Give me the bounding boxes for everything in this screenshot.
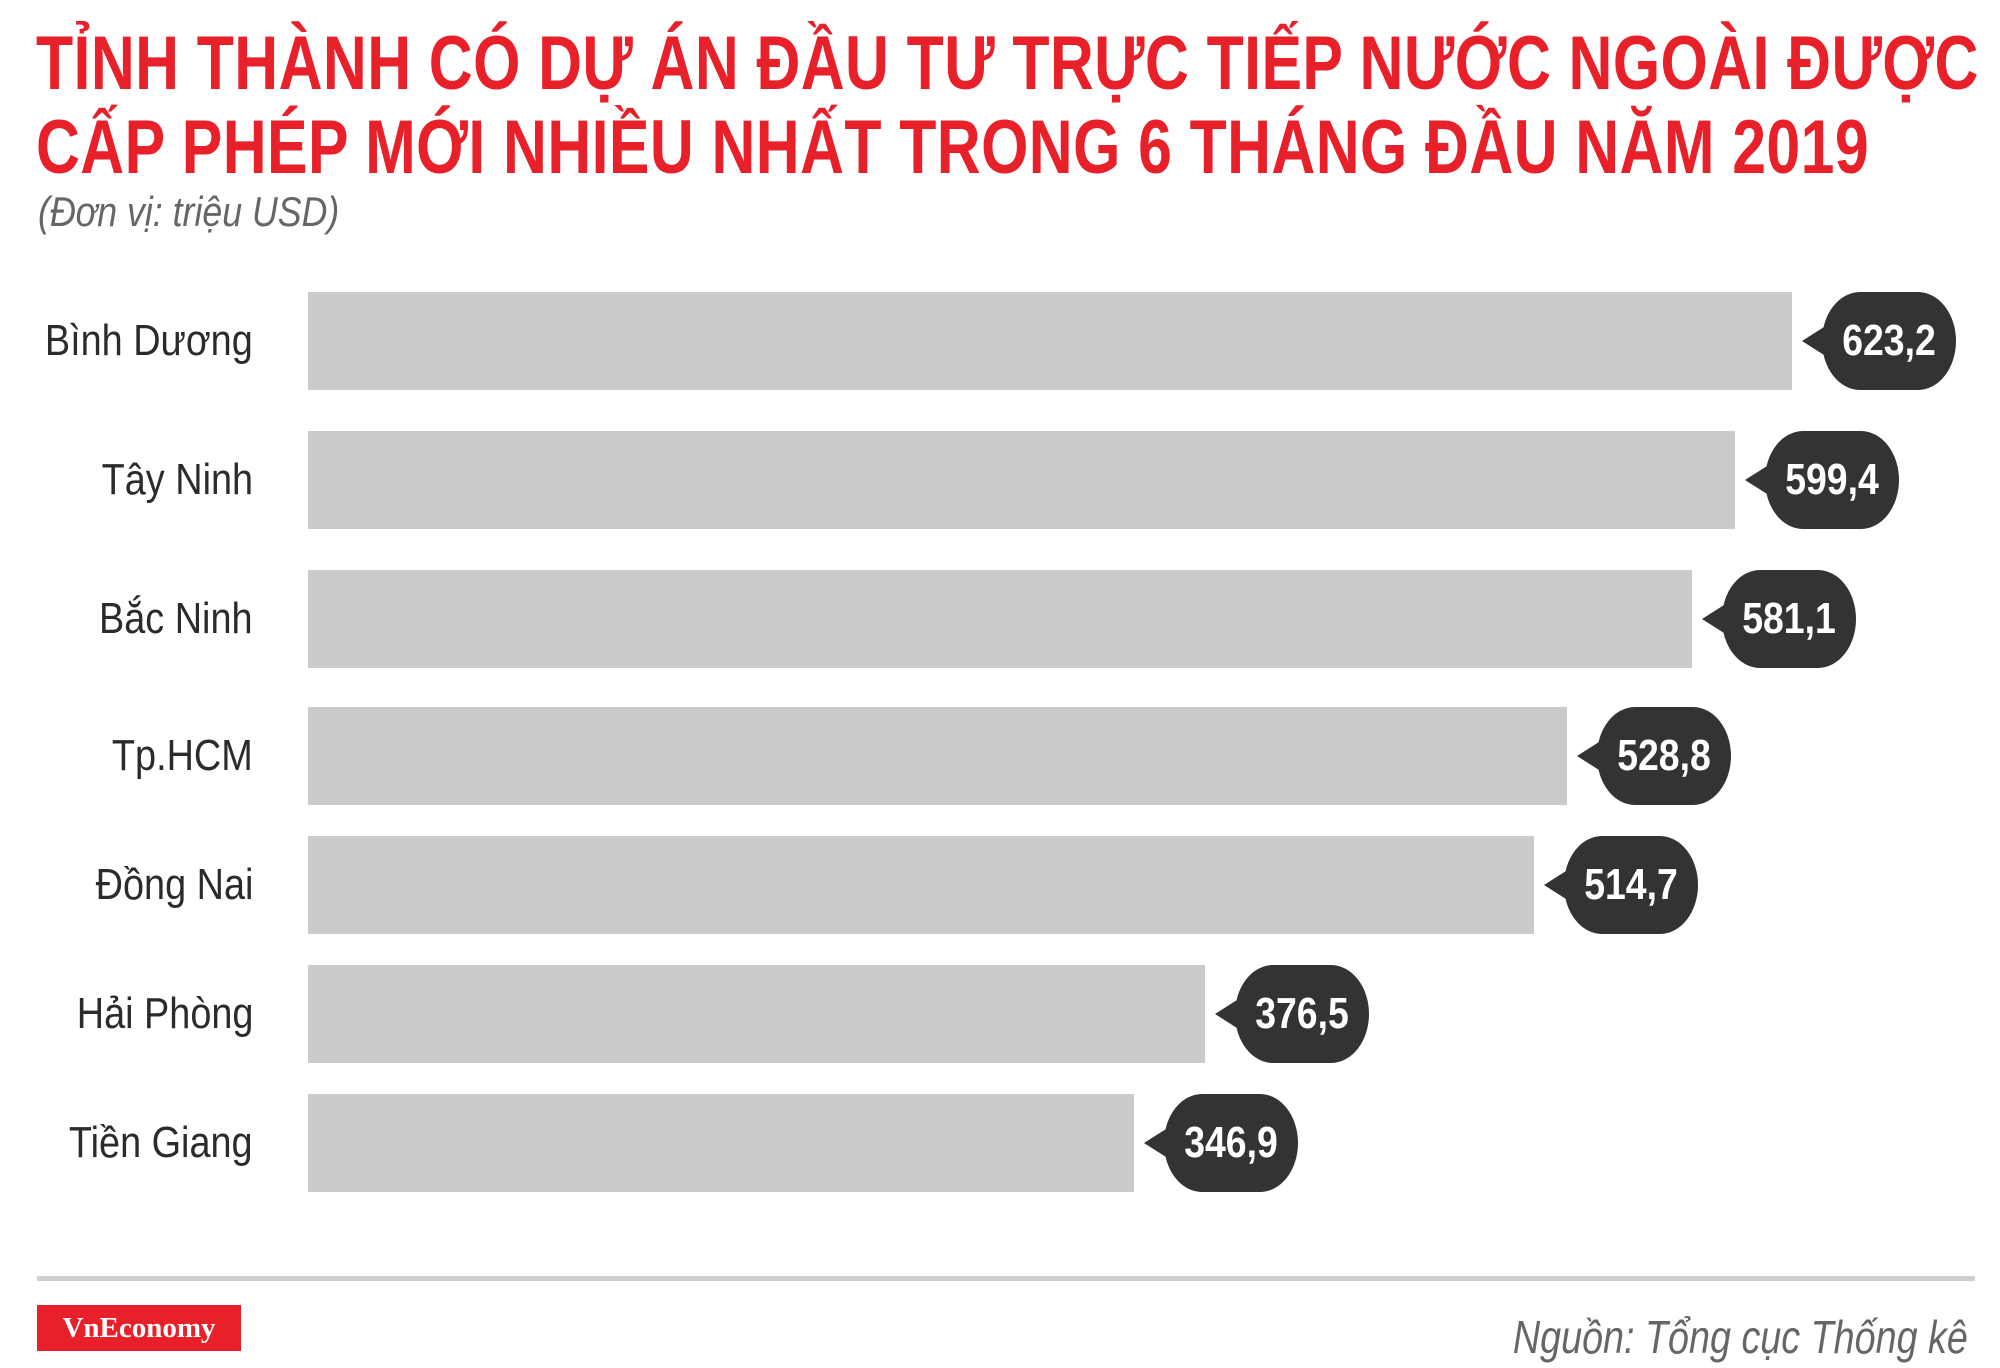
bar bbox=[308, 570, 1692, 668]
value-label: 514,7 bbox=[1584, 860, 1678, 909]
bar-row: Đồng Nai 514,7 bbox=[0, 836, 2000, 934]
value-callout: 376,5 bbox=[1215, 965, 1369, 1063]
category-label: Đồng Nai bbox=[95, 860, 253, 909]
bar bbox=[308, 707, 1567, 805]
value-label: 581,1 bbox=[1742, 594, 1836, 643]
value-label: 623,2 bbox=[1842, 316, 1936, 365]
bar bbox=[308, 292, 1792, 390]
source-note: Nguồn: Tổng cục Thống kê bbox=[1512, 1311, 1968, 1363]
category-label: Tp.HCM bbox=[112, 731, 253, 780]
bar-row: Bắc Ninh 581,1 bbox=[0, 570, 2000, 668]
bar bbox=[308, 1094, 1134, 1192]
vneconomy-logo: VnEconomy bbox=[37, 1305, 241, 1351]
value-callout: 514,7 bbox=[1544, 836, 1698, 934]
bar-row: Tây Ninh 599,4 bbox=[0, 431, 2000, 529]
category-label: Bắc Ninh bbox=[99, 594, 253, 643]
value-callout: 346,9 bbox=[1144, 1094, 1298, 1192]
value-label: 376,5 bbox=[1255, 989, 1349, 1038]
category-label: Hải Phòng bbox=[76, 989, 253, 1038]
category-label: Bình Dương bbox=[45, 316, 253, 365]
bar bbox=[308, 965, 1205, 1063]
bar bbox=[308, 431, 1735, 529]
bar-row: Tp.HCM 528,8 bbox=[0, 707, 2000, 805]
value-label: 346,9 bbox=[1184, 1118, 1278, 1167]
chart-title-line-2: CẤP PHÉP MỚI NHIỀU NHẤT TRONG 6 THÁNG ĐẦ… bbox=[36, 105, 1870, 190]
value-callout: 623,2 bbox=[1802, 292, 1956, 390]
category-label: Tiền Giang bbox=[69, 1118, 253, 1167]
unit-subtitle: (Đơn vị: triệu USD) bbox=[38, 188, 340, 235]
bar-row: Tiền Giang 346,9 bbox=[0, 1094, 2000, 1192]
footer-divider bbox=[37, 1276, 1975, 1281]
bar-chart: Bình Dương 623,2 Tây Ninh 599,4 Bắc Ninh 581,… bbox=[0, 292, 2000, 1192]
value-callout: 581,1 bbox=[1702, 570, 1856, 668]
bar-row: Bình Dương 623,2 bbox=[0, 292, 2000, 390]
bar bbox=[308, 836, 1534, 934]
value-label: 599,4 bbox=[1785, 455, 1879, 504]
value-callout: 528,8 bbox=[1577, 707, 1731, 805]
category-label: Tây Ninh bbox=[101, 455, 253, 504]
value-callout: 599,4 bbox=[1745, 431, 1899, 529]
value-label: 528,8 bbox=[1617, 731, 1711, 780]
bar-row: Hải Phòng 376,5 bbox=[0, 965, 2000, 1063]
